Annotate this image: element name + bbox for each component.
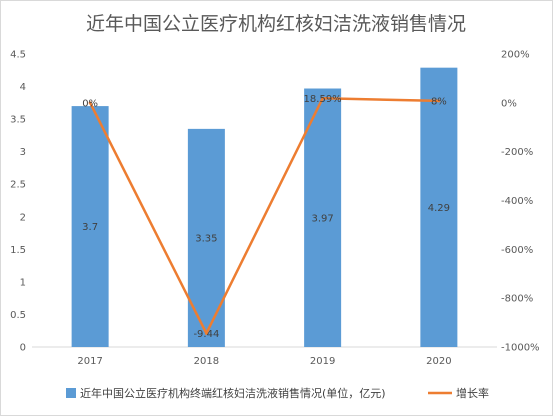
bar-data-label: 3.35 (195, 233, 217, 244)
x-tick-label: 2020 (426, 356, 451, 367)
legend-swatch-sales (66, 388, 76, 398)
y-left-tick-label: 2.5 (10, 180, 26, 191)
bar (71, 106, 109, 347)
y-left-tick-label: 0.5 (10, 310, 26, 321)
growth-rate-data-label: -9.44 (193, 329, 219, 340)
y-right-tick-label: -400% (501, 196, 533, 207)
y-left-tick-label: 1 (20, 277, 26, 288)
y-right-tick-label: -200% (501, 147, 533, 158)
y-left-tick-label: 1.5 (10, 245, 26, 256)
y-left-tick-label: 4 (20, 82, 26, 93)
legend: 近年中国公立医疗机构终端红核妇洁洗液销售情况(单位，亿元) 增长率 (66, 386, 489, 400)
growth-rate-point (204, 331, 208, 335)
y-left-tick-label: 2 (20, 212, 26, 223)
growth-rate-data-label: 18.59% (304, 94, 342, 105)
bar-data-label: 3.97 (311, 213, 333, 224)
plot-area: 0 0.5 1 1.5 2 2.5 3 3.5 4 4.5 -1000% -800% -600% -400… (10, 50, 539, 368)
growth-rate-line (89, 97, 439, 335)
x-tick-label: 2017 (77, 356, 102, 367)
y-left-tick-label: 0 (20, 343, 26, 354)
y-right-tick-label: 0% (501, 98, 517, 109)
y-right-tick-label: -600% (501, 245, 533, 256)
x-tick-label: 2019 (310, 356, 335, 367)
bar-data-label: 3.7 (82, 222, 98, 233)
growth-rate-point (321, 96, 325, 100)
y-left-tick-label: 3 (20, 147, 26, 158)
y-left-tick-label: 4.5 (10, 50, 26, 61)
bar (304, 88, 342, 348)
y-right-tick-label: 200% (501, 50, 530, 61)
bar (420, 67, 458, 347)
x-tick-label: 2018 (194, 356, 219, 367)
growth-rate-point (437, 99, 441, 103)
growth-rate-data-label: 0% (82, 98, 98, 109)
y-right-tick-label: -1000% (501, 343, 540, 354)
growth-rate-data-label: 8% (431, 96, 447, 107)
legend-label-sales: 近年中国公立医疗机构终端红核妇洁洗液销售情况(单位，亿元) (80, 386, 386, 400)
y-right-tick-label: -800% (501, 294, 533, 305)
chart-title: 近年中国公立医疗机构红核妇洁洗液销售情况 (86, 13, 466, 35)
legend-label-growth: 增长率 (456, 386, 489, 400)
y-left-tick-label: 3.5 (10, 115, 26, 126)
growth-rate-point (88, 101, 92, 105)
bar-data-label: 4.29 (428, 203, 450, 214)
